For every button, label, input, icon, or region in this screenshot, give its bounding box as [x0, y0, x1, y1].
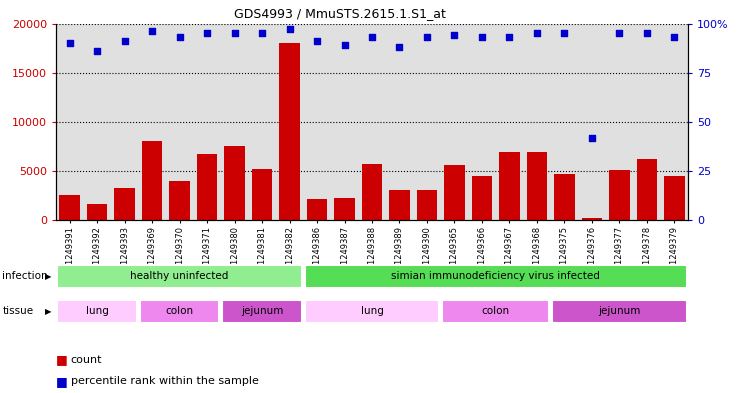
Point	[614, 30, 626, 37]
Bar	[554, 174, 575, 220]
Bar	[60, 195, 80, 220]
FancyBboxPatch shape	[222, 300, 302, 323]
Bar	[472, 176, 493, 220]
Bar	[582, 218, 603, 220]
FancyBboxPatch shape	[304, 300, 440, 323]
Text: ▶: ▶	[45, 272, 51, 281]
Bar	[251, 169, 272, 220]
Text: ■: ■	[56, 353, 68, 366]
Point	[504, 34, 516, 40]
Point	[559, 30, 571, 37]
FancyBboxPatch shape	[57, 300, 137, 323]
Point	[421, 34, 433, 40]
Text: count: count	[71, 354, 102, 365]
FancyBboxPatch shape	[304, 264, 687, 288]
Bar	[362, 164, 382, 220]
Point	[146, 28, 158, 35]
Bar	[417, 189, 437, 220]
Bar	[224, 147, 245, 220]
FancyBboxPatch shape	[442, 300, 549, 323]
Bar	[279, 43, 300, 220]
Bar	[334, 198, 355, 220]
FancyBboxPatch shape	[57, 264, 302, 288]
Point	[228, 30, 240, 37]
Title: GDS4993 / MmuSTS.2615.1.S1_at: GDS4993 / MmuSTS.2615.1.S1_at	[234, 7, 446, 20]
Bar	[115, 188, 135, 220]
Point	[476, 34, 488, 40]
Bar	[527, 152, 548, 220]
Text: tissue: tissue	[2, 307, 33, 316]
Text: colon: colon	[481, 307, 510, 316]
Text: simian immunodeficiency virus infected: simian immunodeficiency virus infected	[391, 271, 600, 281]
Bar	[389, 189, 410, 220]
Text: healthy uninfected: healthy uninfected	[130, 271, 228, 281]
Point	[118, 38, 130, 44]
Bar	[307, 200, 327, 220]
Bar	[141, 141, 162, 220]
Text: jejunum: jejunum	[241, 307, 283, 316]
Point	[201, 30, 213, 37]
Text: infection: infection	[2, 271, 48, 281]
Text: ▶: ▶	[45, 307, 51, 316]
Bar	[664, 176, 684, 220]
Point	[669, 34, 681, 40]
Point	[586, 134, 598, 141]
Point	[311, 38, 323, 44]
Bar	[169, 181, 190, 220]
Text: lung: lung	[361, 307, 383, 316]
FancyBboxPatch shape	[552, 300, 687, 323]
Point	[449, 32, 461, 39]
Point	[91, 48, 103, 54]
Text: percentile rank within the sample: percentile rank within the sample	[71, 376, 259, 386]
Bar	[87, 204, 107, 220]
Point	[394, 44, 405, 50]
Point	[256, 30, 268, 37]
Bar	[637, 159, 657, 220]
Point	[63, 40, 75, 46]
Text: ■: ■	[56, 375, 68, 388]
Bar	[609, 170, 629, 220]
FancyBboxPatch shape	[140, 300, 219, 323]
Point	[173, 34, 185, 40]
Point	[283, 26, 295, 33]
Bar	[444, 165, 465, 220]
Text: lung: lung	[86, 307, 109, 316]
Text: jejunum: jejunum	[598, 307, 641, 316]
Point	[339, 42, 350, 48]
Point	[641, 30, 653, 37]
Point	[531, 30, 543, 37]
Point	[366, 34, 378, 40]
Bar	[196, 154, 217, 220]
Text: colon: colon	[165, 307, 193, 316]
Bar	[499, 152, 520, 220]
